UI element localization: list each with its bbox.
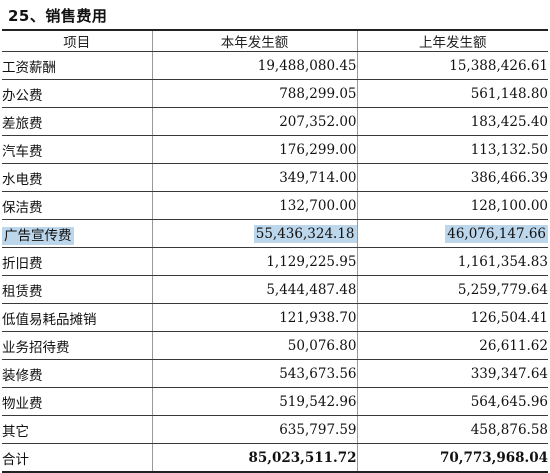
row-item-label: 折旧费 (2, 247, 153, 276)
row-previous-value: 128,100.00 (356, 191, 548, 220)
table-row: 业务招待费 50,076.80 26,611.62 (2, 331, 548, 360)
section-title: 25、销售费用 (8, 7, 108, 25)
table-row: 水电费 349,714.00 386,466.39 (2, 163, 548, 192)
total-previous-value: 70,773,968.04 (356, 443, 548, 473)
row-item-label: 物业费 (2, 387, 153, 416)
table-row: 装修费 543,673.56 339,347.64 (2, 359, 548, 388)
row-current-value: 349,714.00 (151, 163, 358, 192)
total-label: 合计 (2, 443, 153, 473)
row-item-label: 租赁费 (2, 275, 153, 304)
header-item: 项目 (2, 29, 153, 52)
table-row: 低值易耗品摊销 121,938.70 126,504.41 (2, 303, 548, 332)
table-row-highlighted: 广告宣传费 55,436,324.18 46,076,147.66 (2, 219, 548, 248)
table-row: 汽车费 176,299.00 113,132.50 (2, 135, 548, 164)
row-current-value: 132,700.00 (151, 191, 358, 220)
row-item-label: 汽车费 (2, 135, 153, 164)
row-current-value: 19,488,080.45 (151, 51, 358, 80)
table-row: 工资薪酬 19,488,080.45 15,388,426.61 (2, 51, 548, 80)
row-current-value: 176,299.00 (151, 135, 358, 164)
row-current-value: 207,352.00 (151, 107, 358, 136)
table-row: 物业费 519,542.96 564,645.96 (2, 387, 548, 416)
row-item-label: 保洁费 (2, 191, 153, 220)
text-selection-highlight[interactable]: 55,436,324.18 (253, 224, 356, 243)
header-current-year: 本年发生额 (151, 29, 358, 52)
row-previous-value: 5,259,779.64 (356, 275, 548, 304)
row-previous-value: 458,876.58 (356, 415, 548, 444)
table-row: 保洁费 132,700.00 128,100.00 (2, 191, 548, 220)
row-previous-value: 386,466.39 (356, 163, 548, 192)
row-item-label: 低值易耗品摊销 (2, 303, 153, 332)
row-current-value: 121,938.70 (151, 303, 358, 332)
table-row: 办公费 788,299.05 561,148.80 (2, 79, 548, 108)
row-item-label: 业务招待费 (2, 331, 153, 360)
row-current-value: 519,542.96 (151, 387, 358, 416)
row-item-label: 其它 (2, 415, 153, 444)
table-row: 租赁费 5,444,487.48 5,259,779.64 (2, 275, 548, 304)
row-previous-value: 339,347.64 (356, 359, 548, 388)
row-current-value: 55,436,324.18 (151, 219, 358, 248)
table-row: 其它 635,797.59 458,876.58 (2, 415, 548, 444)
row-item-label: 水电费 (2, 163, 153, 192)
row-previous-value: 1,161,354.83 (356, 247, 548, 276)
row-current-value: 50,076.80 (151, 331, 358, 360)
selling-expenses-table: 项目 本年发生额 上年发生额 工资薪酬 19,488,080.45 15,388… (2, 29, 548, 473)
table-row: 差旅费 207,352.00 183,425.40 (2, 107, 548, 136)
text-selection-highlight[interactable]: 广告宣传费 (2, 226, 74, 245)
row-item-label: 装修费 (2, 359, 153, 388)
row-item-label: 办公费 (2, 79, 153, 108)
row-item-label: 广告宣传费 (2, 219, 153, 248)
row-previous-value: 46,076,147.66 (356, 219, 548, 248)
row-previous-value: 15,388,426.61 (356, 51, 548, 80)
row-previous-value: 126,504.41 (356, 303, 548, 332)
row-previous-value: 26,611.62 (356, 331, 548, 360)
row-current-value: 5,444,487.48 (151, 275, 358, 304)
row-item-label: 工资薪酬 (2, 51, 153, 80)
table-header-row: 项目 本年发生额 上年发生额 (2, 29, 548, 52)
row-previous-value: 113,132.50 (356, 135, 548, 164)
row-previous-value: 183,425.40 (356, 107, 548, 136)
document-page: 25、销售费用 项目 本年发生额 上年发生额 工资薪酬 19,488,080.4… (2, 7, 548, 473)
table-total-row: 合计 85,023,511.72 70,773,968.04 (2, 443, 548, 473)
header-previous-year: 上年发生额 (356, 29, 548, 52)
text-selection-highlight[interactable]: 46,076,147.66 (445, 224, 548, 243)
row-previous-value: 564,645.96 (356, 387, 548, 416)
row-current-value: 543,673.56 (151, 359, 358, 388)
row-previous-value: 561,148.80 (356, 79, 548, 108)
row-current-value: 788,299.05 (151, 79, 358, 108)
row-current-value: 1,129,225.95 (151, 247, 358, 276)
row-current-value: 635,797.59 (151, 415, 358, 444)
table-row: 折旧费 1,129,225.95 1,161,354.83 (2, 247, 548, 276)
row-item-label: 差旅费 (2, 107, 153, 136)
total-current-value: 85,023,511.72 (151, 443, 358, 473)
